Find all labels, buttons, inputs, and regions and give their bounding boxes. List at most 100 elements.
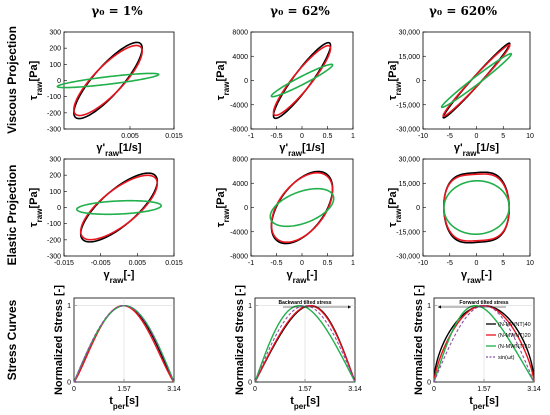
- stress-curve-green: [433, 304, 535, 383]
- y-tick-label: 0: [244, 205, 248, 212]
- loop-green: [443, 179, 510, 236]
- y-tick-label: 1: [248, 303, 252, 310]
- x-tick-label: 10: [526, 260, 534, 267]
- y-axis-label: Normalized Stress [-]: [234, 285, 246, 395]
- col-title-3: γ₀ = 620%: [429, 4, 498, 18]
- loop-green: [270, 63, 334, 98]
- x-axis-label: γ'raw[1/s]: [96, 142, 141, 158]
- x-tick-label: 5: [501, 260, 505, 267]
- loop-black: [73, 41, 143, 120]
- y-tick-label: 200: [49, 46, 61, 53]
- panel-viscous-620: -10 -5 0 5 10 30,000 15,000 0 -15,000 -30,000 γ'ra…: [387, 30, 534, 158]
- y-tick-label: 0: [248, 380, 252, 387]
- x-tick-label: 0: [475, 133, 479, 140]
- x-axis-label: γraw[-]: [461, 269, 492, 285]
- y-tick-label: 4000: [232, 54, 248, 61]
- y-tick-label: -100: [47, 221, 61, 228]
- loop-red: [270, 171, 334, 244]
- x-tick-label: 0: [432, 386, 436, 393]
- x-tick-label: 0: [475, 260, 479, 267]
- panel-viscous-1: 0.005 0.015 300 200 100 0 -100 -200 -300 γ'raw[1/…: [28, 30, 183, 158]
- y-tick-label: 1: [67, 303, 71, 310]
- loop-red: [272, 44, 332, 117]
- y-tick-label: 0: [416, 205, 420, 212]
- x-axis-label: tper[s]: [290, 395, 320, 411]
- y-tick-label: 300: [49, 157, 61, 164]
- x-tick-label: -1: [248, 260, 254, 267]
- y-tick-label: -30,000: [396, 127, 420, 134]
- x-tick-label: 3.14: [527, 386, 541, 393]
- y-axis-label: τraw[Pa]: [215, 187, 231, 227]
- x-tick-label: 1.57: [477, 386, 491, 393]
- y-tick-label: -300: [47, 254, 61, 261]
- annotation-text: Backward tilted stress: [278, 300, 331, 306]
- y-tick-label: 100: [49, 62, 61, 69]
- panel-stress-62: 0 1.57 3.14 1 0 tper[s] Normalized Stress [-] B…: [234, 285, 362, 411]
- loop-green: [440, 52, 513, 109]
- row-title-elastic: Elastic Projection: [5, 165, 19, 266]
- x-axis-label: tper[s]: [469, 395, 499, 411]
- plot-frame: [63, 158, 175, 257]
- x-tick-label: 0: [253, 386, 257, 393]
- y-tick-label: -4000: [230, 229, 248, 236]
- x-tick-label: -5: [447, 133, 453, 140]
- x-tick-label: 5: [501, 133, 505, 140]
- y-tick-label: -300: [47, 127, 61, 134]
- x-tick-label: 3.14: [348, 386, 362, 393]
- x-tick-label: -1: [248, 133, 254, 140]
- x-tick-label: 0.015: [165, 260, 183, 267]
- y-tick-label: 0: [67, 380, 71, 387]
- plot-frame: [422, 158, 531, 257]
- y-tick-label: 15,000: [399, 54, 421, 61]
- y-tick-label: 8000: [232, 30, 248, 37]
- y-tick-label: -15,000: [396, 229, 420, 236]
- y-axis-label: τraw[Pa]: [387, 60, 403, 100]
- y-tick-label: 0: [57, 78, 61, 85]
- col-title-1: γ₀ = 1%: [91, 4, 143, 18]
- x-tick-label: 1.57: [298, 386, 312, 393]
- y-tick-label: 15,000: [399, 181, 421, 188]
- x-tick-label: 0.005: [121, 133, 139, 140]
- row-title-viscous: Viscous Projection: [5, 26, 19, 134]
- loop-red: [79, 174, 159, 241]
- y-tick-label: 8000: [232, 157, 248, 164]
- stress-curve-purple: [254, 305, 356, 383]
- x-tick-label: 0: [300, 260, 304, 267]
- x-tick-label: -10: [418, 133, 428, 140]
- loop-black: [272, 41, 332, 120]
- x-tick-label: -5: [447, 260, 453, 267]
- y-axis-label: Normalized Stress [-]: [53, 285, 65, 395]
- x-tick-label: 1: [351, 260, 355, 267]
- y-tick-label: 0: [416, 78, 420, 85]
- col-title-2: γ₀ = 62%: [270, 4, 330, 18]
- plot-frame: [422, 31, 531, 130]
- y-tick-label: 100: [49, 189, 61, 196]
- y-tick-label: 4000: [232, 181, 248, 188]
- y-tick-label: 300: [49, 30, 61, 37]
- x-tick-label: -0.5: [270, 260, 282, 267]
- y-tick-label: -200: [47, 110, 61, 117]
- legend-label: sin(ωt): [498, 355, 515, 361]
- y-tick-label: -30,000: [396, 254, 420, 261]
- stress-curve-purple: [73, 305, 175, 383]
- stress-curve-purple: [433, 305, 535, 383]
- y-axis-label: τraw[Pa]: [387, 187, 403, 227]
- x-axis-label: tper[s]: [109, 395, 139, 411]
- y-tick-label: -100: [47, 94, 61, 101]
- y-tick-label: 30,000: [399, 30, 421, 37]
- x-tick-label: 0.5: [323, 260, 333, 267]
- y-axis-label: Normalized Stress [-]: [413, 285, 425, 395]
- x-tick-label: -0.015: [54, 260, 74, 267]
- loop-green: [56, 72, 160, 89]
- y-tick-label: -8000: [230, 127, 248, 134]
- x-tick-label: -0.005: [91, 260, 111, 267]
- x-tick-label: -0.5: [270, 133, 282, 140]
- legend-label: (N-MWNT)40: [498, 322, 531, 328]
- x-tick-label: 10: [526, 133, 534, 140]
- loop-red: [442, 43, 511, 118]
- y-tick-label: 200: [49, 173, 61, 180]
- x-tick-label: 0.015: [165, 133, 183, 140]
- loop-green: [269, 187, 335, 228]
- annotation-text: Forward tilted stress: [459, 300, 508, 306]
